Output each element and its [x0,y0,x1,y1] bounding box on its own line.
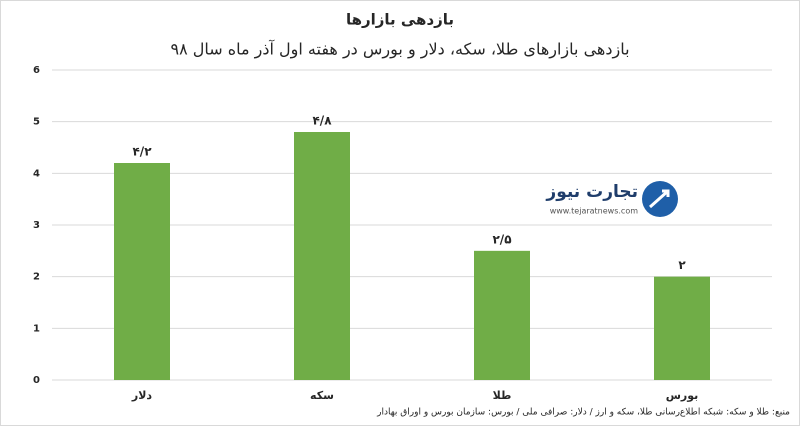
x-tick-label: سکه [310,389,334,402]
y-tick-label: 6 [33,65,40,76]
bar [654,276,710,380]
bar [114,163,170,380]
logo: تجارت نیوز www.tejaratnews.com [545,181,678,217]
x-tick-label: طلا [493,389,512,402]
chart-title: بازدهی بازارها [346,11,454,29]
bar [294,132,350,380]
source-note: منبع: طلا و سکه: شبکه اطلاع‌رسانی طلا، س… [376,408,790,418]
value-label: ۲/۵ [492,232,511,246]
logo-name: تجارت نیوز [545,182,638,202]
x-tick-label: بورس [666,389,699,402]
value-label: ۴/۲ [132,145,152,159]
logo-url: www.tejaratnews.com [550,207,638,216]
value-label: ۲ [678,258,686,272]
y-tick-label: 5 [33,117,40,128]
logo-arrow [649,189,670,209]
y-tick-label: 0 [33,375,40,386]
y-tick-label: 4 [33,168,40,179]
value-label: ۴/۸ [312,114,332,128]
y-tick-label: 3 [33,220,40,231]
chart-subtitle: بازدهی بازارهای طلا، سکه، دلار و بورس در… [170,40,629,60]
x-tick-label: دلار [131,389,153,402]
y-tick-label: 1 [33,323,40,334]
y-tick-label: 2 [33,272,40,283]
bar [474,250,530,380]
